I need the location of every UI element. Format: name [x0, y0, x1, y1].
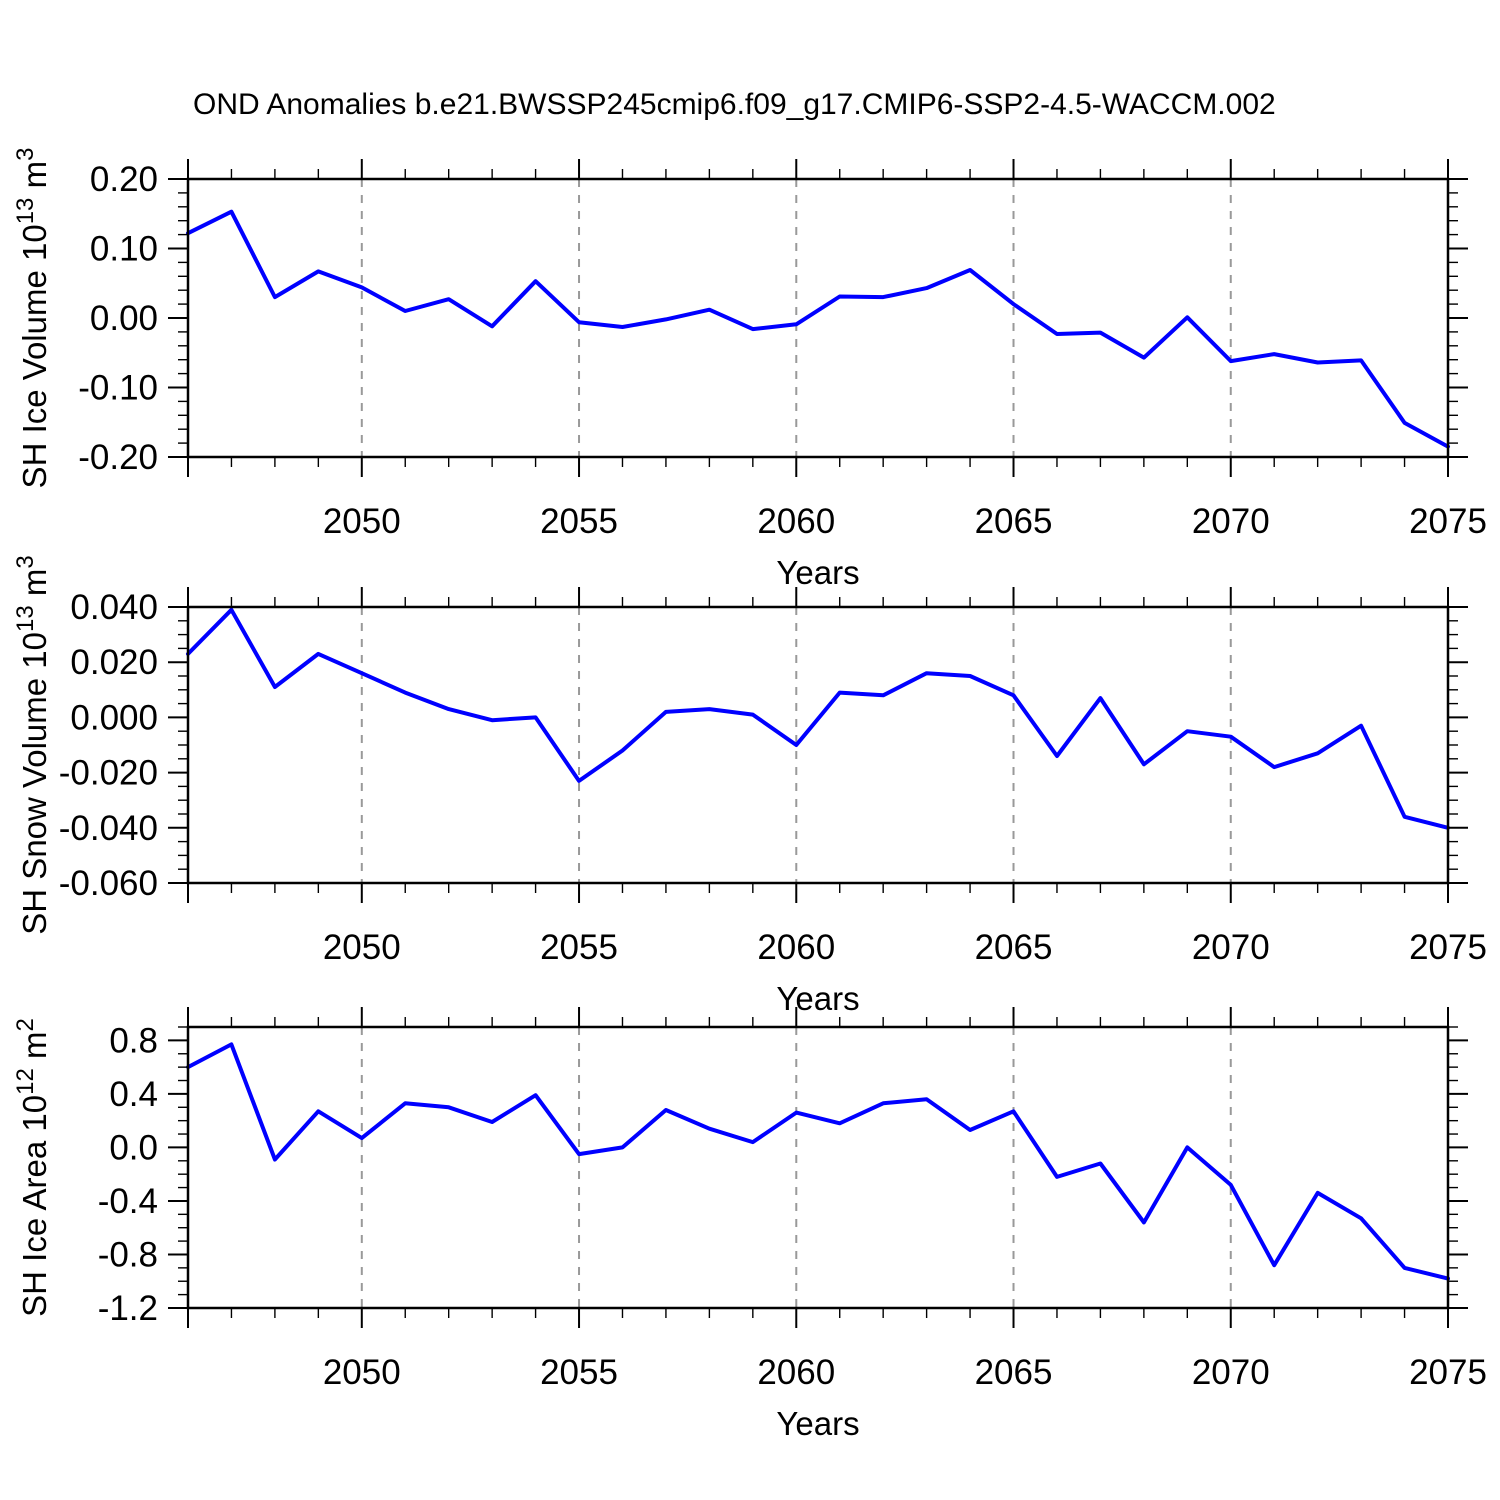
- ticks-snow-volume: [168, 587, 1468, 903]
- x-tick-label: 2070: [1192, 1353, 1270, 1392]
- x-tick-label: 2070: [1192, 502, 1270, 541]
- y-tick-label: 0.040: [70, 588, 158, 627]
- x-tick-label: 2050: [323, 1353, 401, 1392]
- y-tick-label: 0.4: [109, 1075, 158, 1114]
- ticks-ice-area: [168, 1007, 1468, 1328]
- y-axis-labels-ice-volume: 0.20 0.10 0.00 -0.10 -0.20: [78, 160, 158, 477]
- plot-box-snow-volume: [186, 605, 1450, 885]
- x-axis-labels-snow-volume: 2050 2055 2060 2065 2070 2075: [323, 928, 1487, 967]
- x-tick-label: 2050: [323, 928, 401, 967]
- y-tick-label: 0.020: [70, 643, 158, 682]
- series-line-ice-volume: [186, 209, 1450, 449]
- y-axis-title-snow-volume: SH Snow Volume 1013 m3: [12, 555, 53, 934]
- y-tick-label: 0.20: [90, 160, 158, 199]
- y-tick-label: 0.10: [90, 230, 158, 269]
- gridlines-ice-area: [360, 1027, 1232, 1308]
- y-axis-labels-ice-area: 0.8 0.4 0.0 -0.4 -0.8 -1.2: [98, 1021, 158, 1328]
- y-axis-title-ice-area: SH Ice Area 1012 m2: [12, 1018, 53, 1317]
- y-tick-label: 0.8: [109, 1021, 158, 1060]
- x-tick-label: 2055: [540, 502, 618, 541]
- y-tick-label: -0.4: [98, 1182, 158, 1221]
- ticks-ice-volume: [168, 159, 1468, 477]
- x-axis-labels-ice-volume: 2050 2055 2060 2065 2070 2075: [323, 502, 1487, 541]
- panel-snow-volume: 2050 2055 2060 2065 2070 2075Years0.0400.0200…: [12, 555, 1487, 1017]
- y-tick-label: -0.8: [98, 1235, 158, 1274]
- gridlines-ice-volume: [360, 179, 1232, 457]
- panel-ice-volume: 2050 2055 2060 2065 2070 2075 Years 0.20 0.10 0.0…: [12, 148, 1487, 591]
- x-tick-label: 2065: [975, 502, 1053, 541]
- y-tick-label: -0.020: [59, 754, 158, 793]
- x-tick-label: 2070: [1192, 928, 1270, 967]
- y-tick-label: -0.060: [59, 864, 158, 903]
- x-tick-label: 2060: [757, 928, 835, 967]
- x-tick-label: 2055: [540, 928, 618, 967]
- chart-title: OND Anomalies b.e21.BWSSP245cmip6.f09_g1…: [193, 88, 1276, 121]
- y-tick-label: 0.00: [90, 299, 158, 338]
- x-axis-title-snow-volume: Years: [776, 980, 859, 1017]
- y-tick-label: 0.0: [109, 1128, 158, 1167]
- series-line-ice-area: [186, 1042, 1450, 1281]
- x-tick-label: 2075: [1409, 928, 1487, 967]
- y-axis-labels-snow-volume: 0.040 0.020 0.000 -0.020 -0.040 -0.060: [59, 588, 158, 903]
- x-axis-title-ice-area: Years: [776, 1405, 859, 1442]
- y-tick-label: -0.040: [59, 809, 158, 848]
- y-tick-label: -0.20: [78, 438, 158, 477]
- series-line-snow-volume: [186, 607, 1450, 830]
- x-axis-title-ice-volume: Years: [776, 554, 859, 591]
- y-axis-title-ice-volume: SH Ice Volume 1013 m3: [12, 148, 53, 489]
- x-axis-labels-ice-area: 2050 2055 2060 2065 2070 2075: [323, 1353, 1487, 1392]
- x-tick-label: 2060: [757, 502, 835, 541]
- panel-ice-area: 2050 2055 2060 2065 2070 2075 Years 0.8 0.4 0.0 -0…: [12, 1007, 1487, 1442]
- y-tick-label: -0.10: [78, 369, 158, 408]
- x-tick-label: 2060: [757, 1353, 835, 1392]
- plot-box-ice-area: [186, 1025, 1450, 1310]
- gridlines-snow-volume: [360, 607, 1232, 883]
- x-tick-label: 2075: [1409, 1353, 1487, 1392]
- x-tick-label: 2065: [975, 1353, 1053, 1392]
- plot-box-ice-volume: [186, 177, 1450, 459]
- y-tick-label: -1.2: [98, 1289, 158, 1328]
- x-tick-label: 2065: [975, 928, 1053, 967]
- y-tick-label: 0.000: [70, 698, 158, 737]
- x-tick-label: 2055: [540, 1353, 618, 1392]
- x-tick-label: 2075: [1409, 502, 1487, 541]
- x-tick-label: 2050: [323, 502, 401, 541]
